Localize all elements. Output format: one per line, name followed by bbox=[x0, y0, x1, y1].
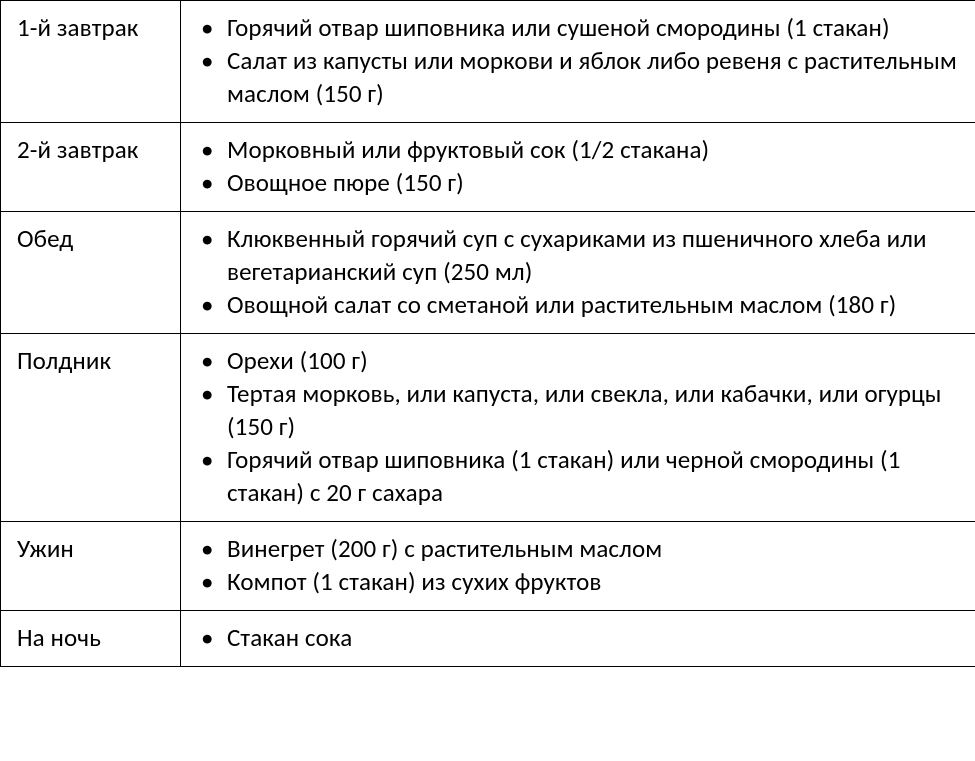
meal-items-cell: Клюквенный горячий суп с сухариками из п… bbox=[181, 212, 975, 334]
meal-items-list: Стакан сока bbox=[197, 621, 961, 654]
list-item: Салат из капусты или моркови и яблок либ… bbox=[197, 44, 961, 110]
meal-name: Полдник bbox=[17, 345, 111, 376]
meal-name-cell: Полдник bbox=[1, 334, 181, 522]
list-item: Стакан сока bbox=[197, 621, 961, 654]
meal-items-list: Горячий отвар шиповника или сушеной смор… bbox=[197, 11, 961, 110]
meal-items-cell: Стакан сока bbox=[181, 611, 975, 667]
list-item: Клюквенный горячий суп с сухариками из п… bbox=[197, 222, 961, 288]
meal-items-cell: Горячий отвар шиповника или сушеной смор… bbox=[181, 1, 975, 123]
meal-items-cell: Орехи (100 г) Тертая морковь, или капуст… bbox=[181, 334, 975, 522]
meal-items-list: Морковный или фруктовый сок (1/2 стакана… bbox=[197, 133, 961, 199]
meal-items-list: Орехи (100 г) Тертая морковь, или капуст… bbox=[197, 344, 961, 509]
list-item: Компот (1 стакан) из сухих фруктов bbox=[197, 565, 961, 598]
meal-name-cell: На ночь bbox=[1, 611, 181, 667]
meal-items-list: Клюквенный горячий суп с сухариками из п… bbox=[197, 222, 961, 321]
meal-name-cell: Ужин bbox=[1, 522, 181, 611]
meal-items-cell: Винегрет (200 г) с растительным маслом К… bbox=[181, 522, 975, 611]
list-item: Овощной салат со сметаной или растительн… bbox=[197, 288, 961, 321]
list-item: Орехи (100 г) bbox=[197, 344, 961, 377]
meal-name: Ужин bbox=[17, 533, 74, 564]
table-row: Обед Клюквенный горячий суп с сухариками… bbox=[1, 212, 975, 334]
meal-items-list: Винегрет (200 г) с растительным маслом К… bbox=[197, 532, 961, 598]
meal-plan-tbody: 1-й завтрак Горячий отвар шиповника или … bbox=[1, 1, 975, 667]
list-item: Тертая морковь, или капуста, или свекла,… bbox=[197, 377, 961, 443]
meal-plan-table: 1-й завтрак Горячий отвар шиповника или … bbox=[0, 0, 975, 667]
list-item: Винегрет (200 г) с растительным маслом bbox=[197, 532, 961, 565]
table-row: Ужин Винегрет (200 г) с растительным мас… bbox=[1, 522, 975, 611]
list-item: Горячий отвар шиповника (1 стакан) или ч… bbox=[197, 443, 961, 509]
table-row: 2-й завтрак Морковный или фруктовый сок … bbox=[1, 123, 975, 212]
meal-name-cell: 1-й завтрак bbox=[1, 1, 181, 123]
table-row: 1-й завтрак Горячий отвар шиповника или … bbox=[1, 1, 975, 123]
meal-items-cell: Морковный или фруктовый сок (1/2 стакана… bbox=[181, 123, 975, 212]
meal-name: Обед bbox=[17, 223, 73, 254]
meal-name: 1-й завтрак bbox=[17, 12, 139, 43]
list-item: Овощное пюре (150 г) bbox=[197, 166, 961, 199]
meal-name: 2-й завтрак bbox=[17, 134, 139, 165]
list-item: Морковный или фруктовый сок (1/2 стакана… bbox=[197, 133, 961, 166]
meal-name: На ночь bbox=[17, 622, 101, 653]
table-row: На ночь Стакан сока bbox=[1, 611, 975, 667]
list-item: Горячий отвар шиповника или сушеной смор… bbox=[197, 11, 961, 44]
meal-name-cell: 2-й завтрак bbox=[1, 123, 181, 212]
table-row: Полдник Орехи (100 г) Тертая морковь, ил… bbox=[1, 334, 975, 522]
meal-name-cell: Обед bbox=[1, 212, 181, 334]
